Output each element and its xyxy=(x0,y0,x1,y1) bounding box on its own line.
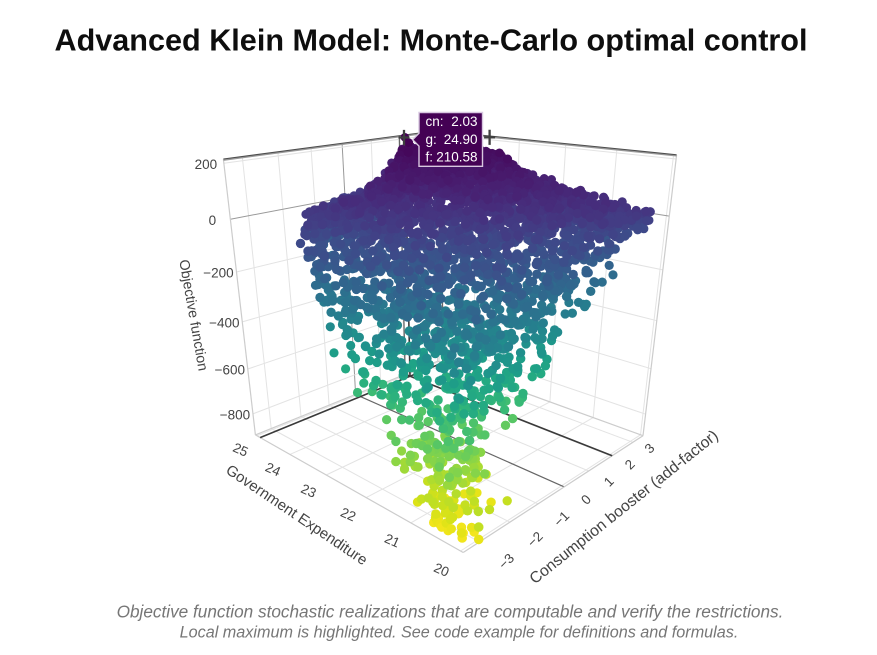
svg-text:−200: −200 xyxy=(203,266,233,281)
svg-text:24.90: 24.90 xyxy=(444,132,478,147)
svg-text:cn:: cn: xyxy=(426,114,444,129)
svg-text:0: 0 xyxy=(209,213,217,228)
svg-text:−800: −800 xyxy=(220,407,250,422)
svg-text:−600: −600 xyxy=(215,363,245,378)
svg-text:Advanced Klein Model: Monte-Ca: Advanced Klein Model: Monte-Carlo optima… xyxy=(55,24,808,58)
svg-text:Objective function stochastic: Objective function stochastic realizatio… xyxy=(117,602,784,622)
svg-text:−400: −400 xyxy=(209,316,239,331)
svg-text:g:: g: xyxy=(426,132,437,147)
svg-text:200: 200 xyxy=(195,157,218,172)
svg-text:210.58: 210.58 xyxy=(436,149,477,164)
svg-text:Local maximum is highlighted.: Local maximum is highlighted. See code e… xyxy=(180,623,739,641)
svg-text:f:: f: xyxy=(426,149,434,164)
svg-text:2.03: 2.03 xyxy=(451,114,477,129)
